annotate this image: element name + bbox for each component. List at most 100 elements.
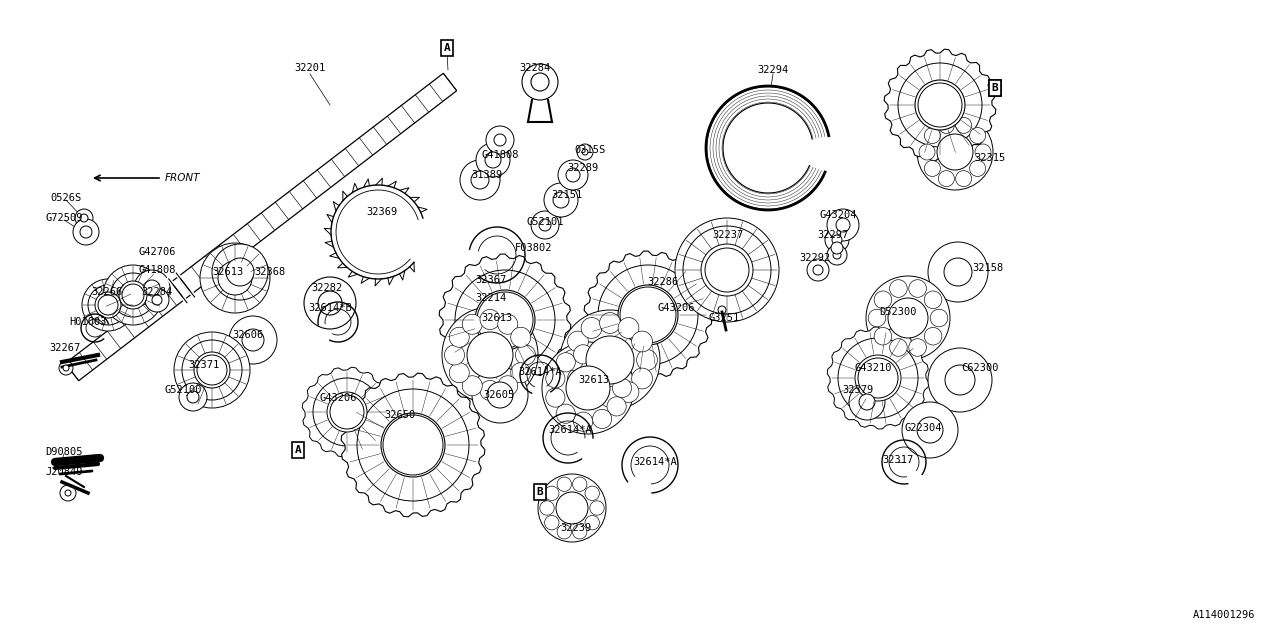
Text: J20849: J20849 [45,467,83,477]
Circle shape [195,352,230,388]
Text: 32201: 32201 [294,63,325,73]
Circle shape [598,265,698,365]
Circle shape [585,486,599,500]
Circle shape [566,168,580,182]
Polygon shape [584,251,712,379]
Circle shape [956,117,972,133]
Circle shape [99,295,118,315]
Circle shape [174,332,250,408]
Circle shape [314,378,381,446]
Circle shape [890,339,908,356]
Circle shape [134,270,170,306]
Text: D52300: D52300 [879,307,916,317]
Text: 32367: 32367 [475,275,507,285]
Text: G72509: G72509 [45,213,83,223]
Circle shape [357,389,468,501]
Polygon shape [884,49,996,161]
Text: 32297: 32297 [818,230,849,240]
Circle shape [593,348,612,367]
Circle shape [498,314,517,334]
Circle shape [813,265,823,275]
Circle shape [590,500,604,515]
Circle shape [593,410,612,429]
Circle shape [970,127,986,143]
Text: 32292: 32292 [800,253,831,263]
Circle shape [859,394,876,410]
Text: 32158: 32158 [973,263,1004,273]
Circle shape [76,209,93,227]
Circle shape [65,490,70,496]
Circle shape [442,307,538,403]
Circle shape [631,368,653,389]
Circle shape [59,361,73,375]
Circle shape [572,525,588,539]
Circle shape [956,171,972,187]
Circle shape [556,353,575,372]
Circle shape [381,413,445,477]
Text: 32151: 32151 [552,190,582,200]
Circle shape [566,366,611,410]
Circle shape [73,219,99,245]
Text: 32267: 32267 [50,343,81,353]
Text: 32286: 32286 [648,277,678,287]
Circle shape [868,309,886,327]
Circle shape [462,314,483,334]
Text: 32606: 32606 [233,330,264,340]
Circle shape [928,348,992,412]
Text: A: A [294,445,301,455]
Circle shape [838,338,918,418]
Text: D90805: D90805 [45,447,83,457]
Circle shape [449,363,470,383]
Circle shape [330,395,364,429]
Circle shape [890,280,908,298]
Text: B: B [536,487,544,497]
Circle shape [95,292,122,318]
Circle shape [477,292,532,348]
Circle shape [326,392,367,432]
Circle shape [476,143,509,177]
Circle shape [531,73,549,91]
Text: 32371: 32371 [188,360,220,370]
Circle shape [831,242,844,254]
Circle shape [618,381,639,403]
Circle shape [806,259,829,281]
Circle shape [577,144,593,160]
Circle shape [938,117,955,133]
Circle shape [636,349,658,371]
Polygon shape [827,327,929,429]
Text: 32369: 32369 [366,207,398,217]
Circle shape [538,474,605,542]
Circle shape [63,365,69,371]
Circle shape [79,226,92,238]
Circle shape [612,378,631,397]
Circle shape [494,134,506,146]
Circle shape [544,515,559,530]
Circle shape [82,279,134,331]
Circle shape [599,387,621,408]
Circle shape [187,391,198,403]
Text: 32613: 32613 [212,267,243,277]
Circle shape [888,298,928,338]
Circle shape [581,381,602,403]
Circle shape [486,126,515,154]
Circle shape [924,161,941,177]
Text: 32614*A: 32614*A [518,367,562,377]
Text: 32613: 32613 [481,313,512,323]
Circle shape [874,291,892,308]
Polygon shape [332,185,422,279]
Text: F03802: F03802 [516,243,553,253]
Circle shape [618,317,639,339]
Circle shape [937,134,973,170]
Polygon shape [439,254,571,386]
Text: 32294: 32294 [758,65,788,75]
Text: G41808: G41808 [481,150,518,160]
Circle shape [558,160,588,190]
Text: 32315: 32315 [974,153,1006,163]
Circle shape [573,345,593,364]
Circle shape [79,214,88,222]
Circle shape [227,258,253,286]
Text: H01003: H01003 [69,317,106,327]
Text: G43204: G43204 [819,210,856,220]
Text: 32317: 32317 [882,455,914,465]
Circle shape [867,276,950,360]
